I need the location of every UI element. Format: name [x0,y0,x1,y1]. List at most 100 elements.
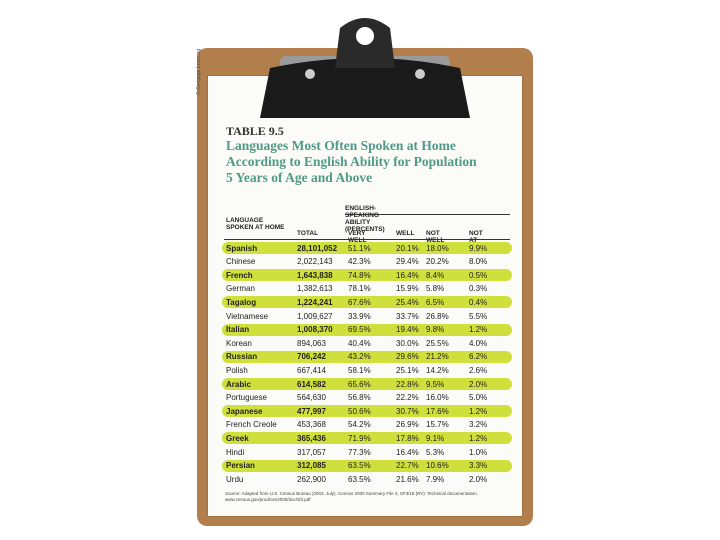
clip [260,18,470,118]
table-cell: 1.2% [469,433,488,443]
table-cell: 19.4% [396,325,419,335]
table-cell: 2,022,143 [297,257,333,267]
language: Portuguese [226,393,267,403]
language: Arabic [226,379,251,389]
table-cell: 78.1% [348,284,371,294]
table-cell: 0.5% [469,270,488,280]
rivet [305,69,315,79]
language: Polish [226,365,248,375]
table-cell: 4.0% [469,338,488,348]
table-cell: 5.0% [469,393,488,403]
table-cell: 43.2% [348,352,371,362]
table-cell: 5.5% [469,311,488,321]
table-cell: 9.8% [426,325,445,335]
table-cell: 77.3% [348,447,371,457]
row-highlight [222,378,512,390]
table-cell: 0.4% [469,297,488,307]
table-cell: 21.6% [396,474,419,484]
column-header: NOT WELL [426,230,445,244]
row-highlight [222,269,512,282]
table-cell: 614,582 [297,379,326,389]
table-cell: 63.5% [348,461,371,471]
column-header: LANGUAGE SPOKEN AT HOME [226,217,285,231]
table-cell: 15.9% [396,284,419,294]
table-cell: 262,900 [297,474,326,484]
table-cell: 22.8% [396,379,419,389]
row-highlight [222,405,512,418]
table-cell: 3.3% [469,461,488,471]
column-header: TOTAL [297,230,319,237]
group-header: ENGLISH-SPEAKING ABILITY (PERCENTS) [345,205,385,233]
table-cell: 71.9% [348,433,371,443]
table-cell: 67.6% [348,297,371,307]
table-cell: 8.0% [469,257,488,267]
row-highlight [222,432,512,445]
title-line: According to English Ability for Populat… [226,154,477,169]
table-cell: 50.6% [348,406,371,416]
table-cell: 33.9% [348,311,371,321]
table-cell: 16.4% [396,447,419,457]
language: Chinese [226,257,256,267]
row-highlight [222,350,512,363]
table-cell: 453,368 [297,420,326,430]
table-cell: 42.3% [348,257,371,267]
language: Greek [226,433,249,443]
table-cell: 5.8% [426,284,445,294]
clip-hole [356,27,374,45]
table-cell: 20.1% [396,243,419,253]
table-cell: 894,063 [297,338,326,348]
rule [345,214,510,215]
table-cell: 21.2% [426,352,449,362]
language: Tagalog [226,297,257,307]
table-cell: 10.6% [426,461,449,471]
table-cell: 317,057 [297,447,326,457]
table-cell: 20.2% [426,257,449,267]
table-cell: 16.4% [396,270,419,280]
table-cell: 1.2% [469,406,488,416]
table-cell: 1.0% [469,447,488,457]
table-cell: 1,008,370 [297,325,333,335]
row-highlight [222,323,512,336]
table-cell: 0.3% [469,284,488,294]
language: Korean [226,338,252,348]
table-cell: 30.7% [396,406,419,416]
language: Russian [226,352,258,362]
title-line: Languages Most Often Spoken at Home [226,138,456,153]
table-cell: 6.2% [469,352,488,362]
column-header: WELL [396,230,415,237]
table-cell: 16.0% [426,393,449,403]
table-cell: 56.8% [348,393,371,403]
table-cell: 312,085 [297,461,326,471]
table-cell: 9.5% [426,379,445,389]
table-cell: 29.6% [396,352,419,362]
table-cell: 14.2% [426,365,449,375]
table-cell: 29.4% [396,257,419,267]
language: Italian [226,325,250,335]
table-cell: 1.2% [469,325,488,335]
table-cell: 9.1% [426,433,445,443]
table-cell: 667,414 [297,365,326,375]
table-cell: 25.1% [396,365,419,375]
table-cell: 9.9% [469,243,488,253]
source: Source: Adapted from U.S. Census Bureau … [225,491,478,502]
table-cell: 25.4% [396,297,419,307]
table-cell: 65.6% [348,379,371,389]
column-header: VERY WELL [348,230,367,244]
rivet [415,69,425,79]
table-cell: 1,009,627 [297,311,333,321]
credit: © Cengage Learning [196,48,202,95]
language: Hindi [226,447,245,457]
language: Vietnamese [226,311,269,321]
table-cell: 26.9% [396,420,419,430]
table-cell: 6.5% [426,297,445,307]
table-cell: 1,224,241 [297,297,333,307]
table-cell: 1,643,838 [297,270,333,280]
table-cell: 22.7% [396,461,419,471]
table-cell: 8.4% [426,270,445,280]
table-label: TABLE 9.5 [226,124,284,138]
language: French [226,270,253,280]
row-highlight [222,296,512,309]
table-cell: 25.5% [426,338,449,348]
table-cell: 51.1% [348,243,371,253]
table-cell: 477,997 [297,406,326,416]
